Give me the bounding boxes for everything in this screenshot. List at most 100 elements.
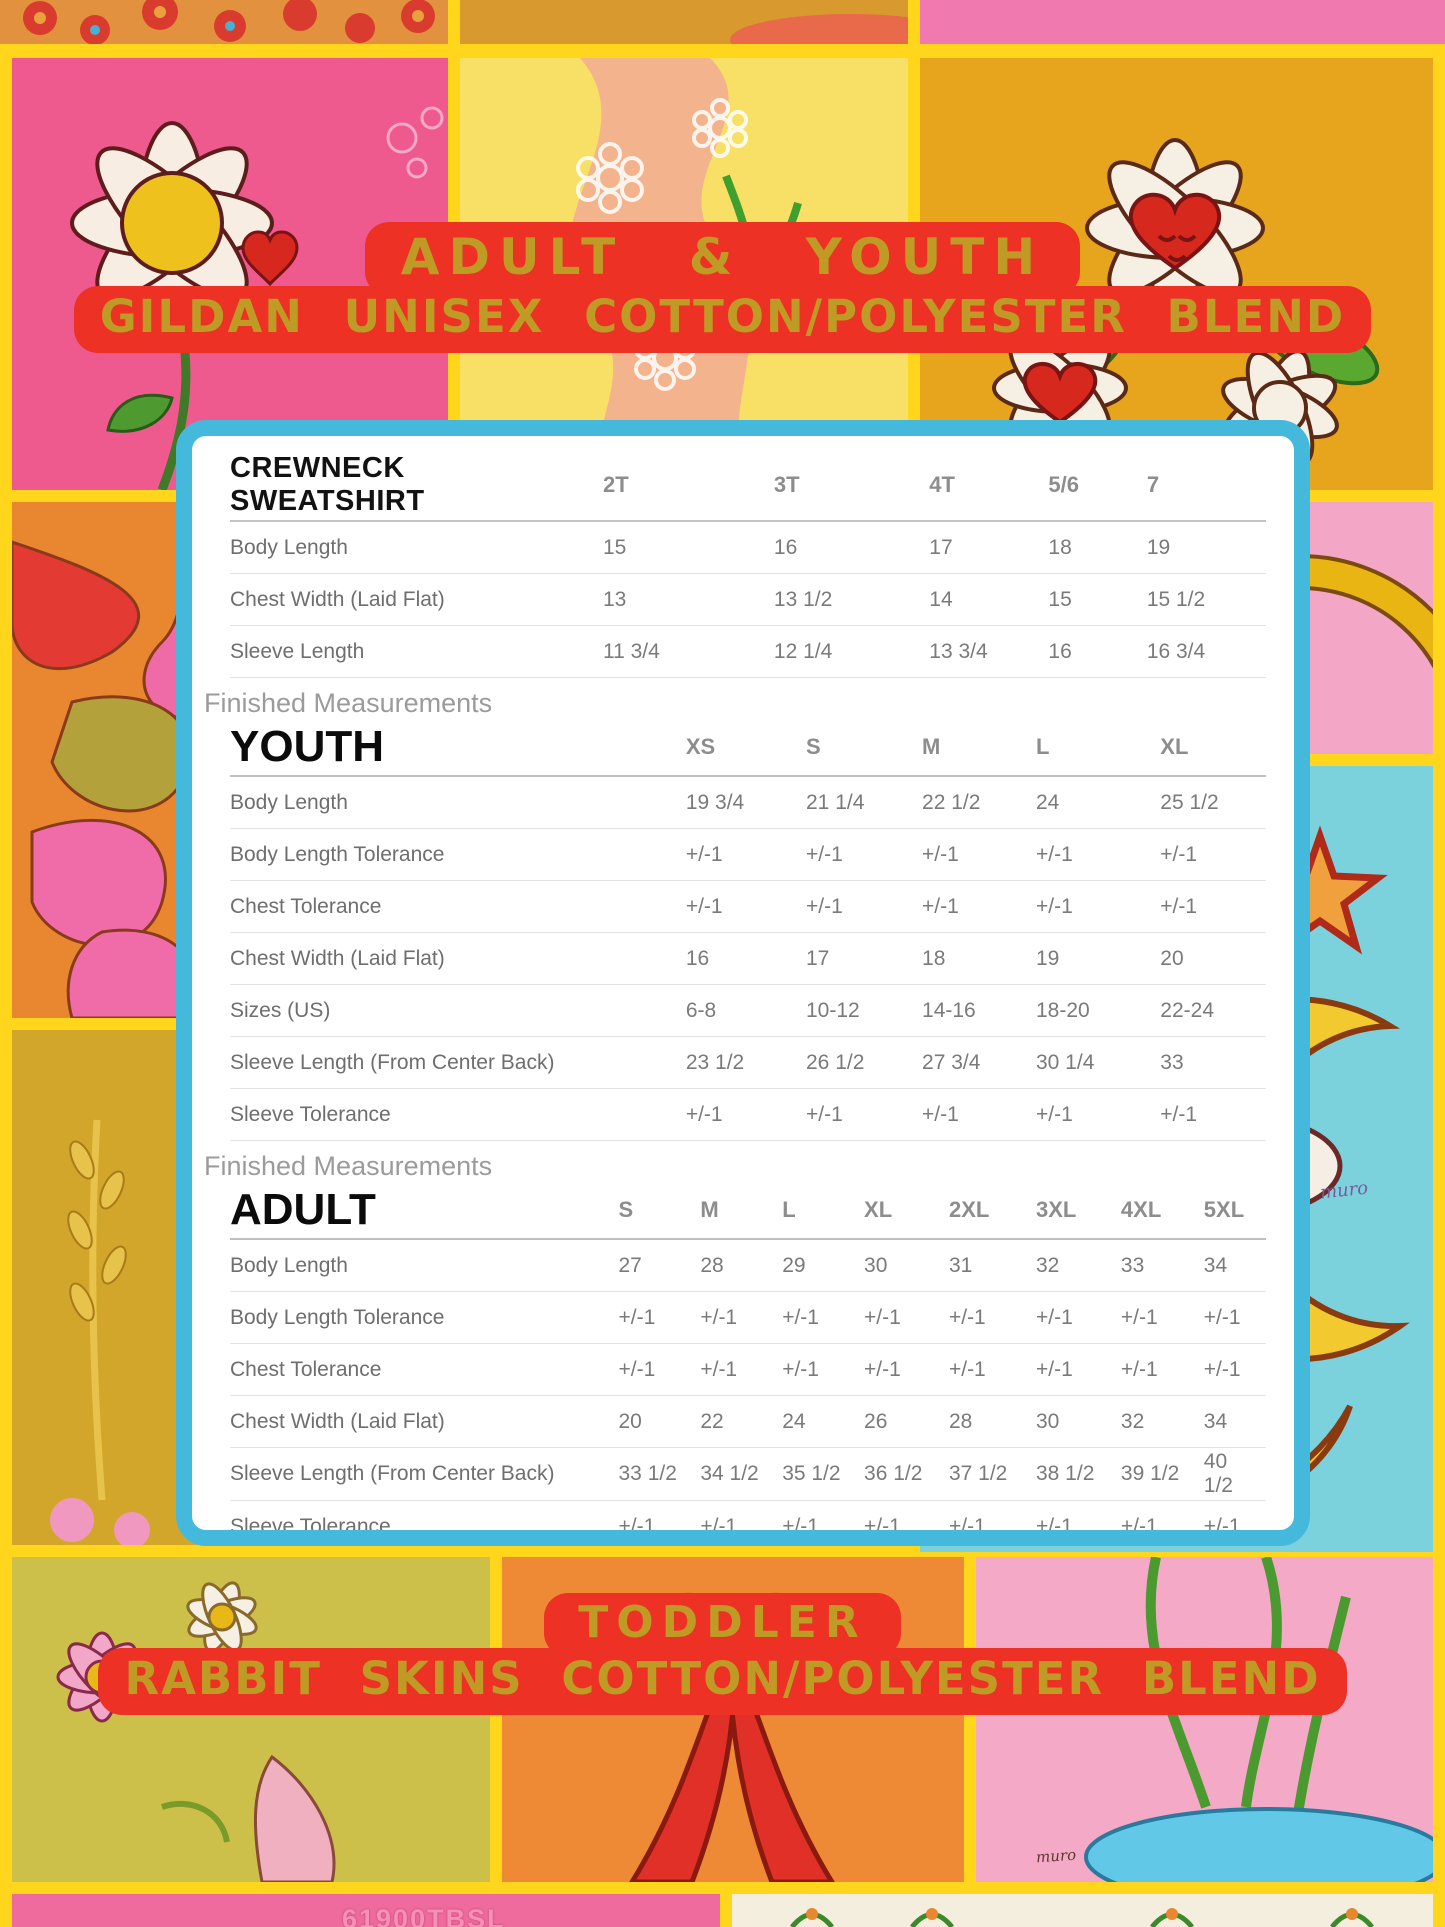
- cell-value: 30: [1035, 1409, 1060, 1433]
- cell-value: 20: [1160, 946, 1184, 970]
- artist-signature: muro: [1035, 1845, 1077, 1867]
- cell-value: 31: [948, 1253, 973, 1277]
- bg-panel-daisy: [12, 58, 448, 490]
- cell-value: +/-1: [922, 894, 959, 918]
- cell-value: +/-1: [1035, 1357, 1073, 1381]
- cell-value: 32: [1035, 1253, 1060, 1277]
- flowing-hair-icon: [12, 530, 415, 1018]
- cell-value: 28: [948, 1409, 973, 1433]
- table-row: Body Length 27 28 29 30 31 32 33 34: [230, 1240, 1266, 1293]
- cell-value: +/-1: [864, 1357, 901, 1381]
- cell-value: 33: [1120, 1253, 1145, 1277]
- cell-value: 15: [1048, 587, 1072, 611]
- table-row: Sleeve Length (From Center Back) 23 1/2 26…: [230, 1037, 1266, 1090]
- cell-value: +/-1: [948, 1357, 986, 1381]
- cell-value: 39 1/2: [1120, 1462, 1180, 1486]
- wheat-icon: [50, 1119, 150, 1545]
- cell-value: 30 1/4: [1035, 1050, 1095, 1074]
- column-header: M: [922, 734, 941, 760]
- row-label: Body Length: [230, 790, 348, 814]
- cell-value: +/-1: [806, 1102, 843, 1126]
- cell-value: +/-1: [618, 1514, 656, 1538]
- table-row: Chest Width (Laid Flat) 13 13 1/2 14 15 15 1/…: [230, 574, 1266, 626]
- top-banner-line2: GILDAN UNISEX COTTON/POLYESTER BLEND: [73, 286, 1372, 353]
- daisy-icon: [70, 106, 444, 490]
- cell-value: 19: [1146, 535, 1171, 559]
- cell-value: 12 1/4: [773, 639, 833, 663]
- cell-value: 18: [1048, 535, 1072, 559]
- cell-value: +/-1: [1203, 1514, 1241, 1538]
- row-label: Chest Tolerance: [230, 894, 382, 918]
- cell-value: 20: [618, 1409, 642, 1433]
- cell-value: +/-1: [1120, 1357, 1158, 1381]
- cell-value: 16: [685, 946, 710, 970]
- cell-value: 22: [700, 1409, 724, 1433]
- retro-flowers-icon: [23, 0, 435, 44]
- table-header-row: ADULT S M L XL 2XL 3XL 4XL 5XL: [230, 1182, 1266, 1241]
- table-row: Sleeve Length (From Center Back) 33 1/2 34…: [230, 1448, 1266, 1502]
- cell-value: 34: [1203, 1409, 1228, 1433]
- cell-value: +/-1: [1035, 894, 1073, 918]
- column-header: 3XL: [1035, 1197, 1077, 1223]
- column-header: XL: [1160, 734, 1189, 760]
- cell-value: 16 3/4: [1146, 639, 1206, 663]
- row-label: Sizes (US): [230, 998, 331, 1022]
- row-label: Body Length Tolerance: [230, 1305, 445, 1329]
- partial-style-code: 61900TBSL: [342, 1904, 506, 1927]
- column-header: XL: [864, 1197, 893, 1223]
- bg-panel-fairy-flowers: [12, 1557, 490, 1882]
- cell-value: 36 1/2: [864, 1462, 923, 1486]
- cell-value: 13: [602, 587, 627, 611]
- cell-value: +/-1: [948, 1514, 986, 1538]
- bottom-banner-line1: TODDLER: [544, 1593, 901, 1657]
- table-row: Chest Width (Laid Flat) 20 22 24 26 28 30 32 34: [230, 1396, 1266, 1449]
- top-banner-line1: ADULT & YOUTH: [364, 222, 1081, 296]
- table-row: Sleeve Tolerance +/-1 +/-1 +/-1 +/-1 +/-1 +/-1…: [230, 1501, 1266, 1538]
- column-header: L: [782, 1197, 796, 1223]
- column-header: 3T: [773, 472, 800, 497]
- table-row: Chest Width (Laid Flat) 16 17 18 19 20: [230, 933, 1266, 986]
- cell-value: +/-1: [1160, 894, 1198, 918]
- cell-value: +/-1: [685, 1102, 723, 1126]
- size-chart-card: CREWNECK SWEATSHIRT 2T 3T 4T 5/6 7 Body Length…: [176, 420, 1310, 1546]
- table-title: ADULT: [230, 1185, 376, 1235]
- top-banner: ADULT & YOUTH GILDAN UNISEX COTTON/POLYE…: [0, 222, 1445, 353]
- cell-value: +/-1: [1120, 1514, 1158, 1538]
- cell-value: +/-1: [1160, 842, 1198, 866]
- table-row: Chest Tolerance +/-1 +/-1 +/-1 +/-1 +/-1: [230, 881, 1266, 934]
- bg-strip-pattern: [732, 1894, 1433, 1927]
- row-label: Sleeve Tolerance: [230, 1514, 391, 1538]
- row-label: Chest Width (Laid Flat): [230, 587, 445, 611]
- cell-value: +/-1: [1035, 1514, 1073, 1538]
- cell-value: 14: [929, 587, 953, 611]
- cell-value: 38 1/2: [1035, 1462, 1095, 1486]
- cell-value: 6-8: [685, 998, 717, 1022]
- cell-value: 33: [1160, 1050, 1184, 1074]
- table-row: Sizes (US) 6-8 10-12 14-16 18-20 22-24: [230, 985, 1266, 1038]
- column-header: 5XL: [1203, 1197, 1245, 1223]
- cell-value: +/-1: [700, 1514, 738, 1538]
- cell-value: +/-1: [1203, 1305, 1241, 1329]
- cell-value: 32: [1120, 1409, 1145, 1433]
- cell-value: 11 3/4: [602, 639, 660, 663]
- cell-value: +/-1: [864, 1305, 901, 1329]
- cell-value: 27: [618, 1253, 642, 1277]
- youth-size-table: YOUTH XS S M L XL Body Length 19 3/4 21 1/4 22 1/…: [230, 719, 1266, 1142]
- cell-value: +/-1: [948, 1305, 986, 1329]
- youth-eyebrow: Finished Measurements: [204, 688, 493, 718]
- cell-value: +/-1: [782, 1305, 819, 1329]
- row-label: Chest Tolerance: [230, 1357, 382, 1381]
- cell-value: +/-1: [806, 842, 843, 866]
- cell-value: 21 1/4: [806, 790, 865, 814]
- stems-puddle-icon: [1084, 1557, 1433, 1882]
- table-row: Body Length 15 16 17 18 19: [230, 522, 1266, 574]
- row-label: Body Length Tolerance: [230, 842, 445, 866]
- cell-value: 22-24: [1160, 998, 1215, 1022]
- row-label: Chest Width (Laid Flat): [230, 1409, 445, 1433]
- cell-value: +/-1: [1035, 842, 1073, 866]
- green-sprout-icon: [790, 1908, 1374, 1927]
- bottom-banner-line2: RABBIT SKINS COTTON/POLYESTER BLEND: [98, 1648, 1347, 1715]
- adult-eyebrow: Finished Measurements: [204, 1151, 493, 1182]
- cell-value: 15: [602, 535, 627, 559]
